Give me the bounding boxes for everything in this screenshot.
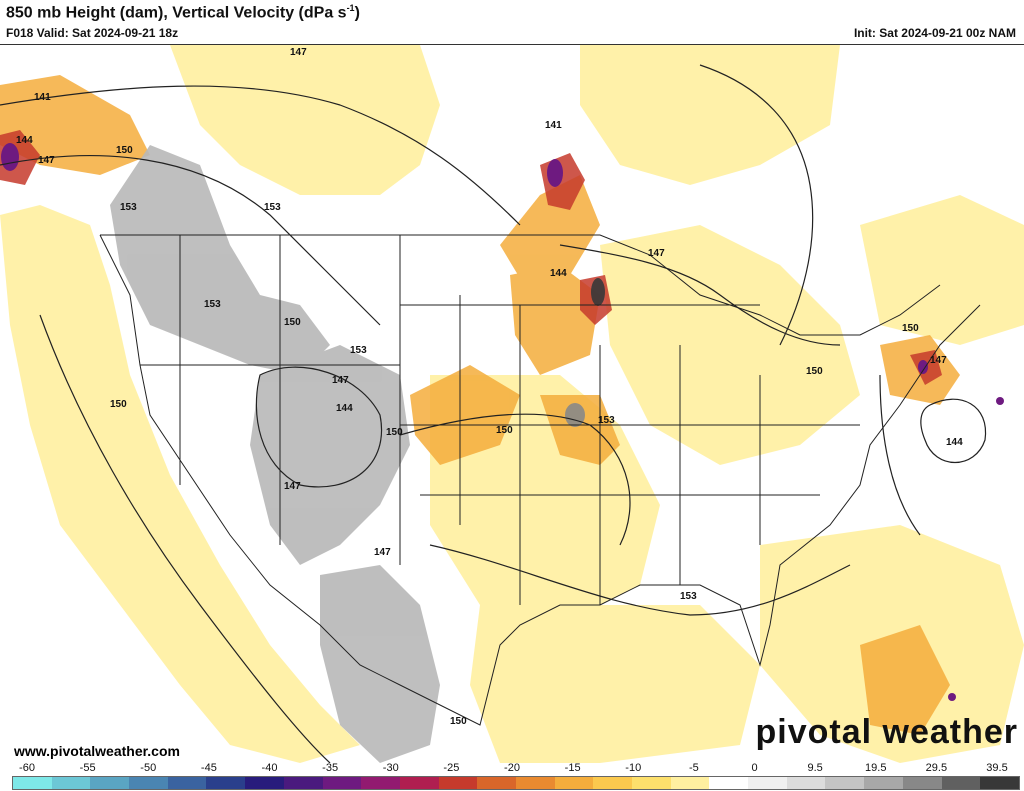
height-label: 141 [545, 120, 562, 131]
height-label: 144 [336, 403, 353, 414]
colorbar-tick-label: -25 [443, 762, 460, 774]
weather-map[interactable]: 141 144 147 150 153 147 150 153 153 150 … [0, 44, 1024, 763]
height-label: 153 [204, 299, 221, 310]
header: 850 mb Height (dam), Vertical Velocity (… [0, 0, 1024, 44]
colorbar-tick-label: 39.5 [986, 762, 1008, 774]
colorbar-swatch [438, 777, 478, 789]
colorbar-swatch [167, 777, 207, 789]
colorbar-tick-label: -60 [19, 762, 35, 774]
height-label: 147 [290, 47, 307, 58]
colorbar-tick-label: -5 [688, 762, 699, 774]
colorbar-tick-label: -35 [322, 762, 339, 774]
colorbar-swatch [941, 777, 981, 789]
height-label: 150 [806, 366, 823, 377]
colorbar-swatch [554, 777, 594, 789]
colorbar-swatch [902, 777, 942, 789]
height-label: 147 [332, 375, 349, 386]
colorbar-tick-label: 9.5 [807, 762, 823, 774]
colorbar-swatch [825, 777, 865, 789]
colorbar-swatch [477, 777, 516, 789]
colorbar-swatch [322, 777, 362, 789]
colorbar-tick-label: 19.5 [865, 762, 887, 774]
colorbar-swatch [129, 777, 168, 789]
colorbar-swatch [51, 777, 91, 789]
height-label: 144 [946, 437, 963, 448]
colorbar-swatch [90, 777, 130, 789]
colorbar-swatch [283, 777, 323, 789]
borders [99, 234, 981, 726]
colorbar-swatch [709, 777, 749, 789]
colorbar-swatch [245, 777, 284, 789]
height-label: 150 [116, 145, 133, 156]
colorbar-tick-label: 0 [751, 762, 758, 774]
colorbar-swatch [13, 777, 52, 789]
height-contours [0, 64, 987, 763]
colorbar [12, 776, 1020, 790]
colorbar-tick-label: -40 [261, 762, 278, 774]
velocity-field-purple [1, 143, 1004, 701]
colorbar-tick-label: 29.5 [925, 762, 948, 774]
height-label: 147 [930, 355, 947, 366]
colorbar-swatch [864, 777, 903, 789]
height-label: 150 [110, 399, 127, 410]
height-label: 153 [120, 202, 137, 213]
map-title: 850 mb Height (dam), Vertical Velocity (… [6, 3, 360, 22]
colorbar-swatch [670, 777, 710, 789]
colorbar-swatch [748, 777, 787, 789]
colorbar-tick-label: -20 [504, 762, 520, 774]
colorbar-tick-label: -55 [79, 762, 96, 774]
height-label: 144 [16, 135, 33, 146]
colorbar-swatch [361, 777, 400, 789]
colorbar-swatch [593, 777, 632, 789]
colorbar-tick-label: -30 [382, 762, 399, 774]
pivotal-weather-logo: pivotal weather [755, 713, 1018, 751]
height-label: 147 [284, 481, 301, 492]
colorbar-tick-label: -50 [140, 762, 157, 774]
height-label: 153 [264, 202, 281, 213]
colorbar-tick-label: -15 [564, 762, 581, 774]
height-label: 144 [550, 268, 567, 279]
init-time: Init: Sat 2024-09-21 00z NAM [853, 26, 1016, 40]
height-label: 147 [38, 155, 55, 166]
colorbar-ticks: -60 -55 -50 -45 -40 -35 -30 -25 -20 -15 -10 -5 0 9.5 1… [0, 762, 1024, 776]
height-label: 153 [598, 415, 615, 426]
colorbar-tick-label: -45 [200, 762, 217, 774]
colorbar-swatch [515, 777, 555, 789]
valid-time: F018 Valid: Sat 2024-09-21 18z [6, 26, 179, 40]
colorbar-swatch [206, 777, 246, 789]
height-label: 153 [350, 345, 367, 356]
height-label: 150 [386, 427, 403, 438]
colorbar-swatch [399, 777, 439, 789]
colorbar-swatch [786, 777, 826, 789]
height-label: 150 [450, 716, 467, 727]
height-labels: 141 144 147 150 153 147 150 153 153 150 … [16, 47, 963, 727]
map-canvas: 141 144 147 150 153 147 150 153 153 150 … [0, 45, 1024, 763]
colorbar-tick-label: -10 [625, 762, 642, 774]
colorbar-swatch [980, 777, 1019, 789]
height-label: 150 [902, 323, 919, 334]
colorbar-swatch [632, 777, 671, 789]
watermark-url: www.pivotalweather.com [14, 743, 180, 759]
height-label: 150 [284, 317, 301, 328]
height-label: 150 [496, 425, 513, 436]
height-label: 141 [34, 92, 51, 103]
height-label: 153 [680, 591, 697, 602]
height-label: 147 [648, 248, 665, 259]
height-label: 147 [374, 547, 391, 558]
